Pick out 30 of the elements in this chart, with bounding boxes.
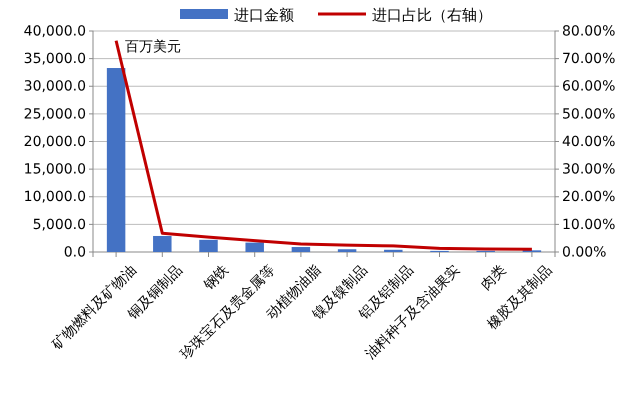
y-tick-label: 5,000.0: [32, 216, 86, 233]
y2-tick-label: 20.00%: [562, 189, 616, 206]
legend-label: 进口占比（右轴）: [372, 6, 492, 24]
y2-tick-label: 50.00%: [562, 106, 616, 122]
y-tick-label: 40,000.0: [24, 23, 86, 40]
legend-label: 进口金额: [234, 6, 294, 24]
y2-tick-label: 10.00%: [562, 216, 616, 233]
y-tick-label: 10,000.0: [24, 189, 86, 206]
bar: [245, 242, 264, 252]
y-tick-label: 0.0: [64, 244, 86, 260]
y-tick-label: 25,000.0: [24, 106, 86, 122]
y-tick-label: 15,000.0: [24, 162, 86, 178]
bar: [153, 236, 172, 252]
x-tick-label: 肉类: [478, 262, 510, 294]
y2-tick-label: 30.00%: [562, 162, 616, 178]
bar: [292, 247, 310, 252]
bar: [106, 68, 126, 252]
y-tick-label: 35,000.0: [24, 51, 86, 68]
y2-tick-label: 40.00%: [562, 134, 616, 150]
bar: [199, 240, 218, 252]
x-tick-label: 钢铁: [200, 262, 232, 294]
y-tick-label: 20,000.0: [24, 134, 86, 150]
line-series: [114, 39, 534, 251]
annotation: 百万美元: [125, 39, 181, 55]
y2-tick-label: 80.00%: [562, 23, 616, 40]
y2-tick-label: 60.00%: [562, 78, 616, 95]
bar: [338, 249, 356, 252]
y2-tick-label: 0.00%: [562, 244, 606, 260]
y-tick-label: 30,000.0: [24, 78, 86, 95]
y2-tick-label: 70.00%: [562, 51, 616, 68]
